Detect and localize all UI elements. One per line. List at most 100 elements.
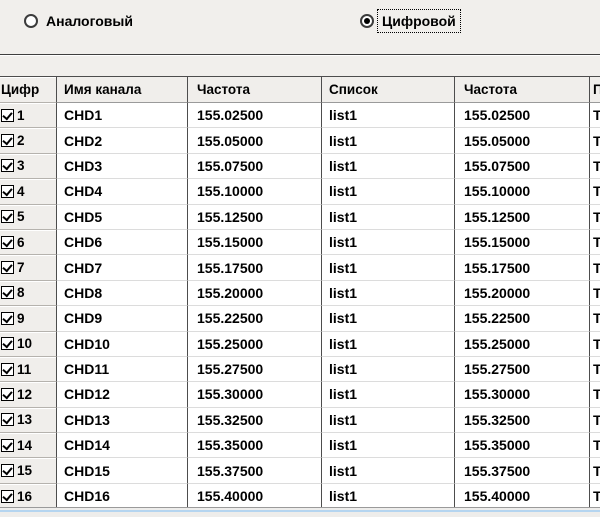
tx-frequency-cell[interactable]: 155.32500 — [455, 407, 590, 434]
clipped-cell[interactable]: Т — [590, 103, 600, 129]
channel-name-cell[interactable]: CHD9 — [57, 306, 188, 332]
channel-number-cell[interactable]: 5 — [0, 204, 57, 230]
scan-list-cell[interactable]: list1 — [322, 407, 455, 434]
scan-list-cell[interactable]: list1 — [322, 153, 455, 180]
scan-list-cell[interactable]: list1 — [322, 280, 455, 307]
clipped-cell[interactable]: Т — [590, 153, 600, 180]
channel-number-cell[interactable]: 12 — [0, 382, 57, 408]
header-channel-name[interactable]: Имя канала — [57, 77, 188, 103]
channel-number-cell[interactable]: 14 — [0, 433, 57, 459]
rx-frequency-cell[interactable]: 155.35000 — [188, 433, 322, 459]
channel-number-cell[interactable]: 2 — [0, 128, 57, 154]
tx-frequency-cell[interactable]: 155.40000 — [455, 483, 590, 507]
clipped-cell[interactable]: Т — [590, 306, 600, 332]
channel-name-cell[interactable]: CHD3 — [57, 153, 188, 180]
channel-number-cell[interactable]: 1 — [0, 103, 57, 129]
scan-list-cell[interactable]: list1 — [322, 331, 455, 357]
clipped-cell[interactable]: Т — [590, 280, 600, 307]
scan-list-cell[interactable]: list1 — [322, 433, 455, 459]
channel-enabled-checkbox[interactable] — [1, 286, 14, 300]
channel-enabled-checkbox[interactable] — [1, 108, 14, 122]
channel-enabled-checkbox[interactable] — [1, 337, 14, 351]
scan-list-cell[interactable]: list1 — [322, 103, 455, 129]
channel-name-cell[interactable]: CHD16 — [57, 483, 188, 507]
clipped-cell[interactable]: Т — [590, 382, 600, 408]
rx-frequency-cell[interactable]: 155.17500 — [188, 255, 322, 281]
rx-frequency-cell[interactable]: 155.37500 — [188, 458, 322, 484]
scan-list-cell[interactable]: list1 — [322, 204, 455, 230]
tx-frequency-cell[interactable]: 155.15000 — [455, 229, 590, 256]
rx-frequency-cell[interactable]: 155.22500 — [188, 306, 322, 332]
channel-number-cell[interactable]: 3 — [0, 153, 57, 180]
channel-name-cell[interactable]: CHD2 — [57, 128, 188, 154]
channel-number-cell[interactable]: 6 — [0, 229, 57, 256]
channel-enabled-checkbox[interactable] — [1, 464, 14, 478]
channel-name-cell[interactable]: CHD8 — [57, 280, 188, 307]
channel-number-cell[interactable]: 7 — [0, 255, 57, 281]
tx-frequency-cell[interactable]: 155.37500 — [455, 458, 590, 484]
channel-enabled-checkbox[interactable] — [1, 159, 14, 173]
channel-enabled-checkbox[interactable] — [1, 261, 14, 275]
channel-name-cell[interactable]: CHD14 — [57, 433, 188, 459]
channel-enabled-checkbox[interactable] — [1, 184, 14, 198]
channel-name-cell[interactable]: CHD12 — [57, 382, 188, 408]
clipped-cell[interactable]: Т — [590, 179, 600, 205]
scan-list-cell[interactable]: list1 — [322, 179, 455, 205]
channel-number-cell[interactable]: 9 — [0, 306, 57, 332]
rx-frequency-cell[interactable]: 155.32500 — [188, 407, 322, 434]
scan-list-cell[interactable]: list1 — [322, 255, 455, 281]
channel-enabled-checkbox[interactable] — [1, 311, 14, 325]
clipped-cell[interactable]: Т — [590, 255, 600, 281]
tx-frequency-cell[interactable]: 155.02500 — [455, 103, 590, 129]
tx-frequency-cell[interactable]: 155.07500 — [455, 153, 590, 180]
scan-list-cell[interactable]: list1 — [322, 382, 455, 408]
channel-number-cell[interactable]: 10 — [0, 331, 57, 357]
header-tx-frequency[interactable]: Частота — [455, 77, 590, 103]
clipped-cell[interactable]: Т — [590, 204, 600, 230]
clipped-cell[interactable]: Т — [590, 458, 600, 484]
channel-name-cell[interactable]: CHD7 — [57, 255, 188, 281]
channel-name-cell[interactable]: CHD6 — [57, 229, 188, 256]
rx-frequency-cell[interactable]: 155.15000 — [188, 229, 322, 256]
radio-analog-circle-icon[interactable] — [24, 14, 38, 28]
rx-frequency-cell[interactable]: 155.05000 — [188, 128, 322, 154]
clipped-cell[interactable]: Т — [590, 229, 600, 256]
rx-frequency-cell[interactable]: 155.12500 — [188, 204, 322, 230]
rx-frequency-cell[interactable]: 155.07500 — [188, 153, 322, 180]
header-channel-number[interactable]: Цифр — [0, 77, 57, 103]
clipped-cell[interactable]: Т — [590, 433, 600, 459]
tx-frequency-cell[interactable]: 155.30000 — [455, 382, 590, 408]
channel-number-cell[interactable]: 16 — [0, 483, 57, 507]
channel-enabled-checkbox[interactable] — [1, 134, 14, 148]
tx-frequency-cell[interactable]: 155.25000 — [455, 331, 590, 357]
scan-list-cell[interactable]: list1 — [322, 458, 455, 484]
tx-frequency-cell[interactable]: 155.10000 — [455, 179, 590, 205]
channel-name-cell[interactable]: CHD13 — [57, 407, 188, 434]
channel-enabled-checkbox[interactable] — [1, 210, 14, 224]
scan-list-cell[interactable]: list1 — [322, 306, 455, 332]
channel-number-cell[interactable]: 4 — [0, 179, 57, 205]
channel-name-cell[interactable]: CHD10 — [57, 331, 188, 357]
channel-name-cell[interactable]: CHD15 — [57, 458, 188, 484]
rx-frequency-cell[interactable]: 155.02500 — [188, 103, 322, 129]
rx-frequency-cell[interactable]: 155.25000 — [188, 331, 322, 357]
header-clipped-column[interactable]: П — [590, 77, 600, 103]
clipped-cell[interactable]: Т — [590, 407, 600, 434]
channel-number-cell[interactable]: 11 — [0, 356, 57, 383]
tx-frequency-cell[interactable]: 155.17500 — [455, 255, 590, 281]
header-rx-frequency[interactable]: Частота — [188, 77, 322, 103]
scan-list-cell[interactable]: list1 — [322, 483, 455, 507]
channel-number-cell[interactable]: 13 — [0, 407, 57, 434]
channel-enabled-checkbox[interactable] — [1, 387, 14, 401]
rx-frequency-cell[interactable]: 155.27500 — [188, 356, 322, 383]
clipped-cell[interactable]: Т — [590, 483, 600, 507]
channel-enabled-checkbox[interactable] — [1, 362, 14, 376]
tx-frequency-cell[interactable]: 155.22500 — [455, 306, 590, 332]
rx-frequency-cell[interactable]: 155.40000 — [188, 483, 322, 507]
channel-name-cell[interactable]: CHD11 — [57, 356, 188, 383]
radio-digital-circle-icon[interactable] — [360, 14, 374, 28]
scan-list-cell[interactable]: list1 — [322, 128, 455, 154]
clipped-cell[interactable]: Т — [590, 331, 600, 357]
clipped-cell[interactable]: Т — [590, 128, 600, 154]
tx-frequency-cell[interactable]: 155.35000 — [455, 433, 590, 459]
